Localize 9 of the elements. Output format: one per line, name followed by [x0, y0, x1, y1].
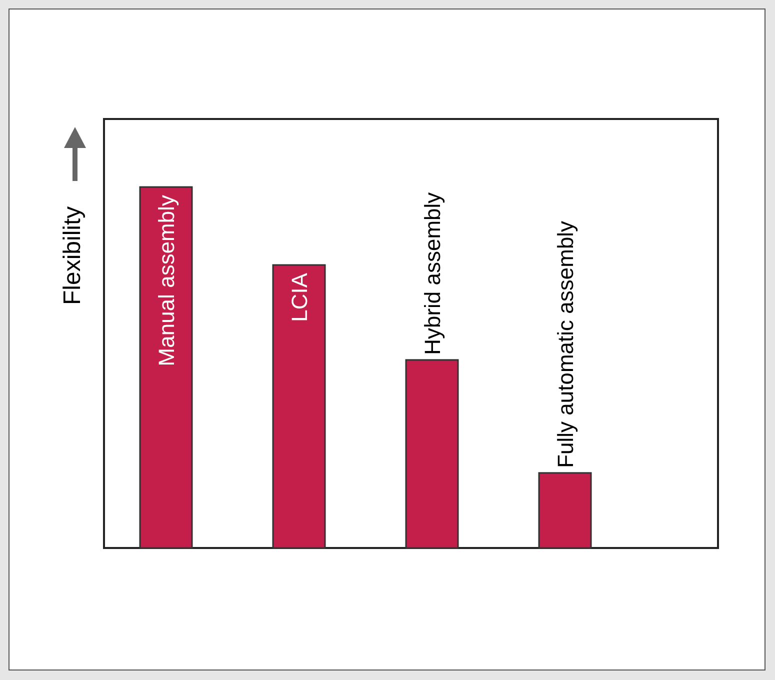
- bar: [405, 359, 459, 549]
- bar: [272, 264, 326, 549]
- x-tick-label: LCIA: [287, 272, 312, 322]
- x-tick-label: Manual assembly: [154, 195, 179, 366]
- x-tick-label: Hybrid assembly: [420, 192, 445, 355]
- y-axis-title: Flexibility: [59, 206, 86, 305]
- bar: [139, 186, 193, 549]
- x-tick-label: Fully automatic assembly: [553, 220, 578, 468]
- bar: [538, 472, 592, 549]
